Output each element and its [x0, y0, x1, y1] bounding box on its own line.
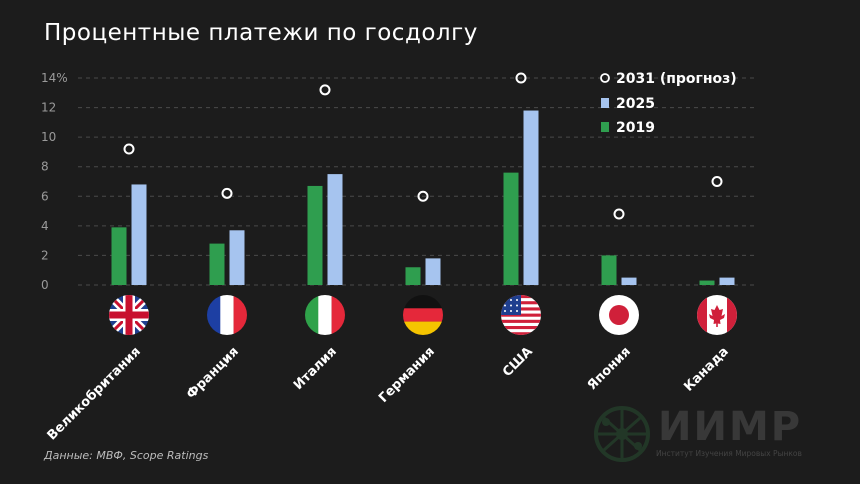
- y-tick-label: 10: [41, 130, 56, 144]
- category-label: Япония: [585, 344, 634, 393]
- bar-2025: [327, 174, 343, 285]
- legend-swatch-2025: [601, 98, 609, 108]
- bar-2019: [699, 280, 715, 285]
- legend-label: 2031 (прогноз): [616, 71, 737, 87]
- y-tick-label: 0: [41, 278, 49, 292]
- flag-france-icon: [207, 295, 247, 335]
- forecast-2031-marker: [417, 190, 429, 202]
- legend: 2031 (прогноз) 2025 2019: [600, 71, 737, 136]
- y-tick-label: 2: [41, 248, 49, 262]
- globe-icon: [594, 406, 650, 462]
- flag-italy-icon: [305, 295, 345, 335]
- source-note: Данные: МВФ, Scope Ratings: [44, 449, 209, 462]
- flag-japan-icon: [599, 295, 639, 335]
- watermark-logo: ИИМР Институт Изучения Мировых Рынков: [592, 402, 842, 466]
- country-flags: [109, 295, 737, 335]
- y-tick-label: 6: [41, 189, 49, 203]
- category-label: Германия: [376, 344, 438, 406]
- forecast-2031-marker: [613, 208, 625, 220]
- forecast-markers: [123, 72, 723, 220]
- legend-label: 2025: [616, 96, 655, 112]
- flag-usa-icon: [501, 295, 541, 335]
- forecast-2031-marker: [515, 72, 527, 84]
- watermark-subtitle: Институт Изучения Мировых Рынков: [656, 449, 802, 458]
- forecast-2031-marker: [711, 176, 723, 187]
- legend-swatch-2019: [601, 122, 609, 132]
- forecast-2031-marker: [123, 143, 135, 155]
- bar-2025: [229, 230, 245, 285]
- bar-2019: [503, 172, 519, 285]
- bar-2019: [307, 185, 323, 285]
- y-tick-label: 8: [41, 160, 49, 174]
- watermark-name: ИИМР: [658, 404, 803, 450]
- flag-uk-icon: [109, 295, 149, 335]
- y-tick-label: 12: [41, 101, 56, 115]
- category-label: Канада: [681, 344, 732, 395]
- category-label: Италия: [291, 344, 340, 393]
- forecast-2031-marker: [319, 84, 331, 96]
- bars: [111, 110, 735, 286]
- bar-2025: [523, 110, 539, 286]
- bar-2025: [621, 277, 637, 285]
- y-axis-ticks: 0 2 4 6 8 10 12 14%: [41, 71, 68, 292]
- bar-2019: [601, 255, 617, 285]
- category-label: Великобритания: [45, 344, 144, 443]
- bar-2025: [131, 184, 147, 285]
- bar-2025: [425, 258, 441, 285]
- legend-marker-2031: [600, 73, 610, 83]
- bar-2019: [209, 243, 225, 285]
- gridlines: [78, 77, 758, 286]
- y-tick-label: 14%: [41, 71, 68, 85]
- flag-canada-icon: [697, 295, 737, 335]
- bar-2019: [111, 227, 127, 285]
- bar-2025: [719, 277, 735, 285]
- y-tick-label: 4: [41, 219, 49, 233]
- flag-germany-icon: [403, 295, 443, 335]
- forecast-2031-marker: [221, 187, 233, 199]
- bar-2019: [405, 267, 421, 285]
- category-label: США: [500, 344, 536, 380]
- legend-label: 2019: [616, 120, 655, 136]
- chart-title: Процентные платежи по госдолгу: [44, 20, 478, 46]
- category-label: Франция: [184, 344, 242, 402]
